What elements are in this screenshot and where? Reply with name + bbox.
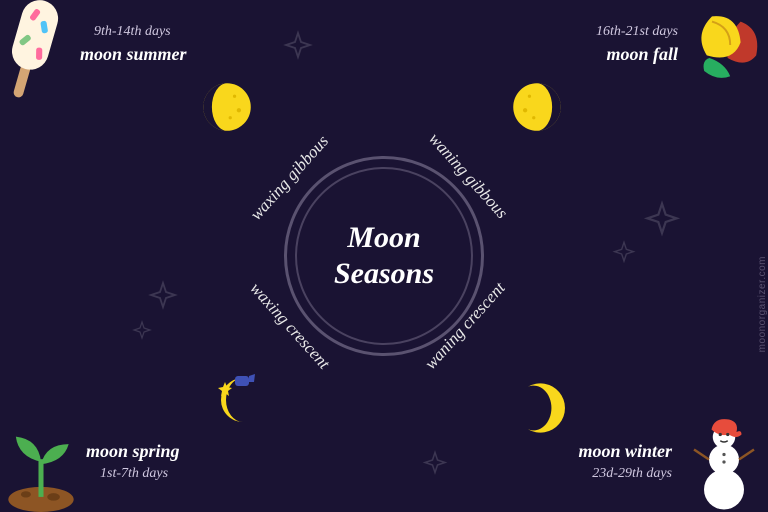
autumn-leaves-icon — [686, 6, 764, 84]
ice-cream-icon — [0, 0, 80, 112]
star-deco-6 — [420, 450, 450, 480]
fall-days: 16th-21st days — [596, 24, 678, 40]
watermark: moonorganizer.com — [757, 256, 768, 352]
fall-title: moon fall — [596, 44, 678, 65]
snowman-icon — [684, 412, 764, 512]
star-deco-1 — [280, 30, 316, 66]
winter-title: moon winter — [578, 441, 672, 462]
star-deco-5 — [130, 320, 154, 344]
corner-fall: 16th-21st days moon fall — [596, 24, 678, 65]
moon-waxing-gibbous-icon — [200, 80, 254, 134]
corner-spring: moon spring 1st-7th days — [86, 441, 180, 482]
sprout-icon — [2, 424, 80, 512]
moon-waning-crescent-icon — [510, 380, 566, 436]
corner-summer: 9th-14th days moon summer — [80, 24, 187, 65]
star-deco-2 — [640, 200, 684, 244]
summer-days: 9th-14th days — [94, 24, 187, 40]
star-deco-3 — [610, 240, 638, 268]
corner-winter: moon winter 23d-29th days — [578, 441, 672, 482]
center-title: Moon Seasons — [334, 220, 434, 292]
spring-title: moon spring — [86, 441, 180, 462]
title-line1: Moon — [347, 221, 420, 254]
moon-waning-gibbous-icon — [510, 80, 564, 134]
summer-title: moon summer — [80, 44, 187, 65]
winter-days: 23d-29th days — [578, 466, 672, 482]
moon-waxing-crescent-icon — [205, 370, 265, 430]
star-deco-4 — [145, 280, 181, 316]
spring-days: 1st-7th days — [100, 466, 180, 482]
title-line2: Seasons — [334, 257, 434, 290]
